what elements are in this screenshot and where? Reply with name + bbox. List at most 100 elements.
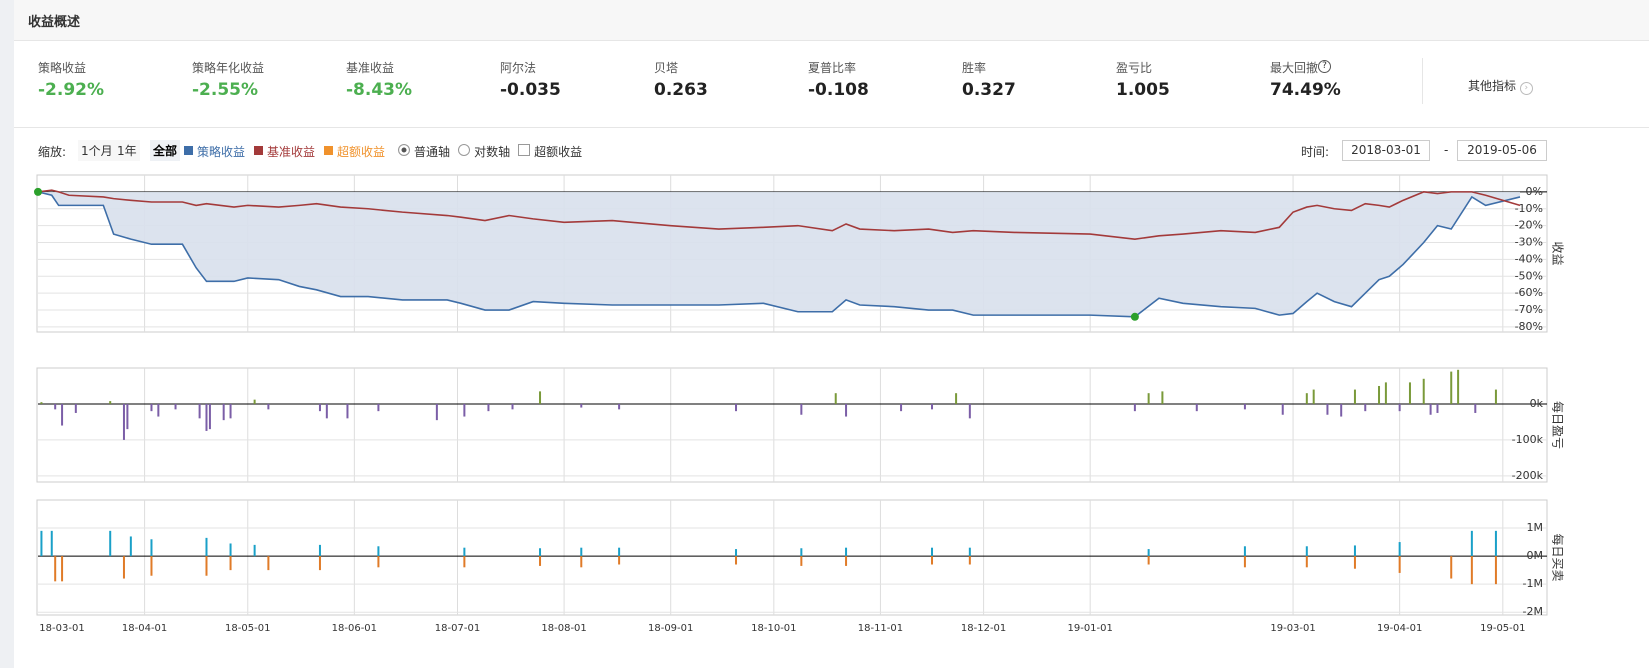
arrow-icon: › bbox=[1519, 82, 1533, 95]
left-strip bbox=[0, 0, 14, 668]
zoom-label: 缩放: bbox=[38, 145, 67, 159]
radio[interactable] bbox=[398, 144, 411, 156]
bar bbox=[229, 543, 232, 557]
more-link[interactable]: 其他指标 › bbox=[1468, 77, 1533, 95]
y-axis-label: 每日买卖 bbox=[1551, 533, 1566, 581]
bar bbox=[1161, 391, 1164, 404]
y-tick-label: -40% bbox=[1515, 252, 1543, 265]
bar bbox=[1147, 549, 1150, 557]
date-dash: - bbox=[1444, 143, 1449, 157]
bar bbox=[1305, 556, 1308, 568]
y-tick-label: -80% bbox=[1515, 320, 1543, 333]
x-tick-label: 19-05-01 bbox=[1480, 623, 1525, 634]
bar bbox=[539, 391, 542, 404]
bar bbox=[1353, 556, 1356, 569]
bar bbox=[735, 403, 738, 412]
bar bbox=[1353, 545, 1356, 557]
x-tick-label: 18-03-01 bbox=[39, 623, 84, 634]
legend-label[interactable]: 策略收益 bbox=[197, 145, 246, 159]
zoom-button[interactable]: 全部 bbox=[150, 140, 181, 161]
bar bbox=[205, 556, 208, 576]
x-tick-label: 18-11-01 bbox=[858, 623, 903, 634]
bar bbox=[845, 547, 848, 557]
bar bbox=[109, 401, 112, 404]
time-label: 时间: bbox=[1301, 145, 1330, 159]
bar bbox=[900, 403, 903, 412]
x-tick-label: 19-04-01 bbox=[1377, 623, 1422, 634]
metric-label: 阿尔法 bbox=[500, 61, 537, 75]
bar bbox=[1450, 371, 1453, 404]
bar bbox=[1378, 385, 1381, 404]
bar bbox=[1450, 556, 1453, 579]
metric-label: 盈亏比 bbox=[1116, 61, 1153, 75]
bar bbox=[122, 403, 125, 440]
metric-value: 0.263 bbox=[654, 80, 708, 100]
bar bbox=[129, 536, 132, 557]
bar bbox=[618, 403, 621, 410]
radio-label[interactable]: 对数轴 bbox=[474, 145, 511, 159]
bar bbox=[205, 403, 208, 431]
bar bbox=[253, 399, 256, 404]
bar bbox=[511, 403, 514, 410]
date-input[interactable]: 2018-03-01 bbox=[1342, 140, 1430, 161]
bar bbox=[1243, 546, 1246, 557]
bar bbox=[735, 549, 738, 557]
y-tick-label: 1M bbox=[1527, 521, 1544, 534]
divider bbox=[14, 127, 1649, 128]
date-input[interactable]: 2019-05-06 bbox=[1457, 140, 1547, 161]
metric-label: 策略年化收益 bbox=[192, 61, 265, 75]
metric-value: -0.108 bbox=[808, 80, 869, 100]
x-tick-label: 18-06-01 bbox=[332, 623, 377, 634]
area bbox=[38, 191, 1520, 317]
x-tick-label: 18-10-01 bbox=[751, 623, 796, 634]
bar bbox=[1147, 393, 1150, 404]
bar bbox=[1364, 403, 1367, 412]
bar bbox=[618, 556, 621, 565]
legend-label[interactable]: 超额收益 bbox=[337, 145, 386, 159]
bar bbox=[1398, 403, 1401, 412]
checkbox-label[interactable]: 超额收益 bbox=[534, 145, 583, 159]
help-icon[interactable]: ? bbox=[1318, 60, 1331, 73]
bar bbox=[800, 556, 803, 566]
bar bbox=[126, 403, 129, 430]
bar bbox=[54, 556, 57, 582]
bar bbox=[208, 403, 211, 430]
bar bbox=[580, 547, 583, 557]
bar bbox=[229, 556, 232, 571]
bar bbox=[40, 402, 43, 404]
bar bbox=[580, 403, 583, 408]
bar bbox=[1408, 382, 1411, 404]
y-tick-label: -200k bbox=[1512, 469, 1544, 482]
metric-label: 策略收益 bbox=[38, 61, 87, 75]
x-tick-label: 18-05-01 bbox=[225, 623, 270, 634]
zoom-button[interactable]: 1个月 bbox=[78, 140, 116, 161]
bar bbox=[40, 530, 43, 557]
bar bbox=[150, 539, 153, 557]
bar bbox=[1494, 556, 1497, 585]
bar bbox=[122, 556, 125, 579]
bar bbox=[377, 403, 380, 412]
bar bbox=[1474, 403, 1477, 413]
bar bbox=[318, 544, 321, 557]
zoom-button[interactable]: 1年 bbox=[114, 140, 140, 161]
bar bbox=[377, 546, 380, 557]
bar bbox=[222, 403, 225, 421]
y-tick-label: -70% bbox=[1515, 303, 1543, 316]
radio[interactable] bbox=[458, 144, 471, 156]
y-tick-label: -30% bbox=[1515, 236, 1543, 249]
bar bbox=[50, 530, 53, 557]
bar bbox=[800, 548, 803, 557]
metric-value: 1.005 bbox=[1116, 80, 1170, 100]
radio-label[interactable]: 普通轴 bbox=[414, 145, 451, 159]
checkbox[interactable] bbox=[518, 144, 531, 156]
more-text[interactable]: 其他指标 bbox=[1468, 79, 1517, 93]
bar bbox=[61, 556, 64, 582]
bar bbox=[150, 403, 153, 412]
bar bbox=[267, 403, 270, 410]
bar bbox=[1429, 403, 1432, 415]
bar bbox=[463, 556, 466, 568]
legend-label[interactable]: 基准收益 bbox=[267, 145, 316, 159]
bar bbox=[463, 547, 466, 557]
divider bbox=[1422, 58, 1423, 104]
